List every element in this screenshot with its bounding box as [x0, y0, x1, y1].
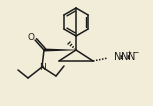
- Text: N: N: [121, 52, 129, 62]
- Polygon shape: [44, 49, 76, 52]
- Text: N: N: [39, 63, 46, 72]
- Text: N: N: [114, 52, 122, 62]
- Text: N: N: [128, 52, 136, 62]
- Text: +: +: [126, 50, 131, 56]
- Text: O: O: [28, 33, 34, 42]
- Text: −: −: [132, 49, 138, 57]
